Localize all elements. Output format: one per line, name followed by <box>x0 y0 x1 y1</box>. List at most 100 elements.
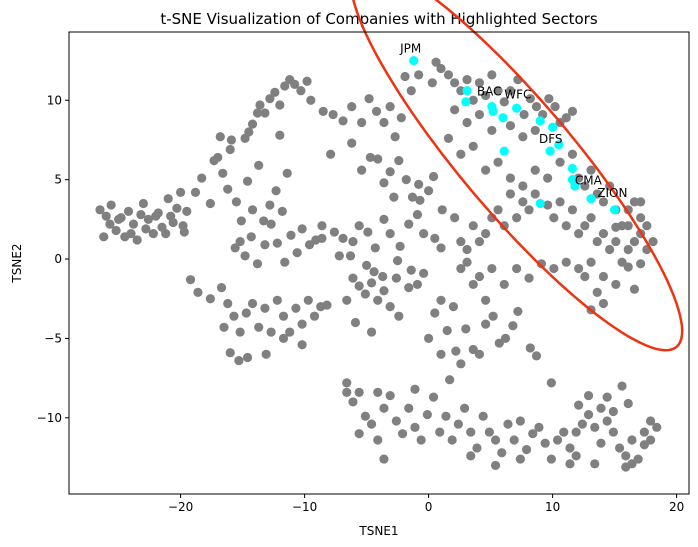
scatter-point <box>555 197 565 207</box>
scatter-point <box>280 257 290 267</box>
scatter-point <box>487 263 497 274</box>
scatter-point <box>468 279 478 290</box>
scatter-point <box>270 87 280 97</box>
scatter-point <box>528 429 538 439</box>
scatter-point <box>226 135 237 145</box>
scatter-point <box>592 189 602 199</box>
scatter-point <box>354 221 364 231</box>
scatter-point <box>261 349 271 359</box>
scatter-point <box>543 173 553 183</box>
x-tick-label: 10 <box>545 500 560 514</box>
scatter-point <box>101 211 111 221</box>
scatter-point <box>561 113 571 123</box>
scatter-point <box>521 444 532 455</box>
scatter-point <box>265 94 275 104</box>
scatter-point <box>272 295 282 305</box>
scatter-point <box>518 197 528 207</box>
company-label: JPM <box>399 42 421 56</box>
scatter-point <box>406 86 416 96</box>
scatter-point <box>182 206 192 217</box>
scatter-point <box>260 303 270 313</box>
scatter-point <box>404 403 414 413</box>
scatter-point <box>441 411 451 421</box>
scatter-point <box>363 227 373 237</box>
scatter-point <box>393 256 403 266</box>
scatter-point <box>354 387 364 397</box>
scatter-point <box>412 279 423 290</box>
scatter-point <box>178 221 188 231</box>
scatter-point <box>379 214 389 224</box>
scatter-point <box>505 189 516 199</box>
scatter-point <box>513 306 523 317</box>
y-tick-label: −5 <box>44 331 62 345</box>
scatter-point <box>236 216 246 226</box>
scatter-point <box>571 427 581 437</box>
scatter-point <box>574 400 584 410</box>
highlighted-point <box>545 146 555 156</box>
scatter-point <box>499 97 509 107</box>
scatter-point <box>105 219 115 229</box>
scatter-point <box>415 195 425 205</box>
y-tick-label: 10 <box>47 93 62 107</box>
scatter-point <box>515 454 525 464</box>
highlighted-point <box>461 97 471 107</box>
scatter-point <box>590 422 600 432</box>
scatter-point <box>530 165 540 175</box>
scatter-point <box>586 165 596 175</box>
scatter-point <box>419 229 429 239</box>
scatter-point <box>592 287 602 297</box>
scatter-point <box>309 311 320 321</box>
scatter-point <box>519 109 529 120</box>
scatter-point <box>338 233 348 243</box>
scatter-point <box>430 308 440 318</box>
scatter-point <box>456 263 466 274</box>
scatter-point <box>636 197 646 207</box>
y-tick-label: 0 <box>54 252 62 266</box>
scatter-point <box>379 178 389 188</box>
scatter-point <box>552 435 563 445</box>
scatter-point <box>435 427 445 437</box>
scatter-point <box>412 209 423 220</box>
x-tick-label: −20 <box>168 500 193 514</box>
scatter-point <box>627 435 637 445</box>
highlighted-point <box>499 146 509 156</box>
scatter-point <box>123 206 134 217</box>
highlighted-point <box>548 122 558 132</box>
scatter-point <box>561 221 571 231</box>
scatter-point <box>360 411 370 421</box>
scatter-point <box>524 205 534 215</box>
scatter-point <box>436 295 446 305</box>
scatter-point <box>277 206 287 217</box>
scatter-point <box>561 257 571 267</box>
scatter-point <box>357 165 367 175</box>
scatter-point <box>580 181 590 191</box>
scatter-point <box>371 106 382 116</box>
scatter-point <box>494 338 504 348</box>
scatter-point <box>419 268 429 278</box>
scatter-point <box>260 240 270 250</box>
scatter-point <box>427 78 437 88</box>
scatter-point <box>474 78 485 88</box>
scatter-point <box>543 200 553 210</box>
scatter-point <box>525 343 535 353</box>
scatter-point <box>297 340 307 350</box>
scatter-point <box>345 251 356 261</box>
scatter-point <box>574 263 584 274</box>
scatter-point <box>567 106 578 116</box>
scatter-point <box>544 94 554 104</box>
scatter-point <box>474 109 485 120</box>
scatter-point <box>639 427 649 437</box>
scatter-point <box>342 387 352 397</box>
scatter-point <box>474 349 485 359</box>
scatter-point <box>342 295 352 305</box>
scatter-point <box>524 273 534 283</box>
scatter-point <box>453 419 463 429</box>
scatter-point <box>645 435 656 445</box>
y-tick-label: 5 <box>54 173 62 187</box>
scatter-point <box>306 95 316 105</box>
scatter-point <box>508 321 518 331</box>
scatter-point <box>234 356 244 366</box>
scatter-point <box>580 221 590 231</box>
scatter-point <box>286 230 296 240</box>
scatter-point <box>474 236 485 247</box>
